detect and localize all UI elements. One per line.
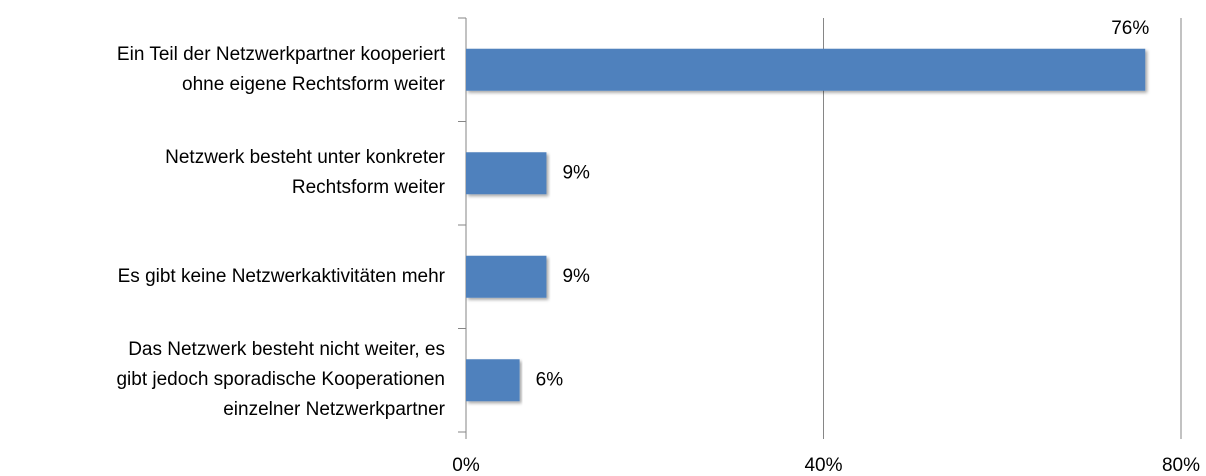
value-label: 9% xyxy=(562,266,590,287)
value-label: 6% xyxy=(536,369,564,390)
category-label: Es gibt keine Netzwerkaktivitäten mehr xyxy=(117,265,445,287)
bar xyxy=(466,48,1146,91)
bar xyxy=(466,152,547,195)
x-tick-label: 0% xyxy=(452,455,480,476)
category-label: Das Netzwerk besteht nicht weiter, es gi… xyxy=(116,339,445,421)
x-tick-label: 80% xyxy=(1162,455,1200,476)
bar xyxy=(466,255,547,298)
value-label: 9% xyxy=(562,162,590,183)
category-label: Netzwerk besteht unter konkreter Rechtsf… xyxy=(165,147,445,199)
category-label: Ein Teil der Netzwerkpartner kooperiert … xyxy=(116,43,445,95)
bar xyxy=(466,359,520,402)
value-label: 76% xyxy=(1111,18,1149,39)
x-tick-label: 40% xyxy=(804,455,842,476)
